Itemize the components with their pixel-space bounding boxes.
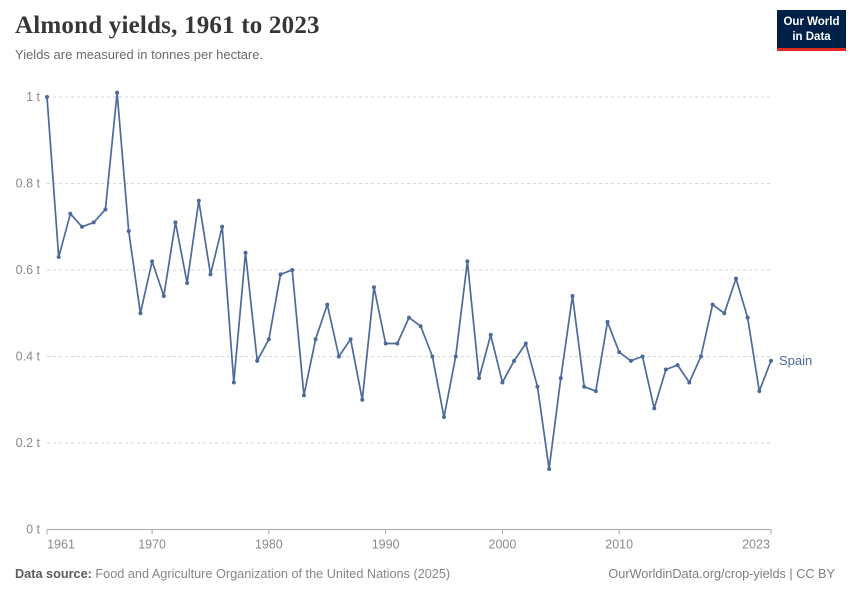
- owid-logo[interactable]: Our World in Data: [777, 10, 846, 52]
- x-axis: [46, 529, 772, 535]
- owid-logo-line1: Our World: [783, 16, 840, 28]
- svg-text:0 t: 0 t: [26, 523, 40, 537]
- svg-text:1980: 1980: [255, 538, 283, 552]
- chart-subtitle: Yields are measured in tonnes per hectar…: [15, 47, 264, 62]
- svg-text:0.2 t: 0.2 t: [16, 436, 41, 450]
- data-point-markers: [45, 90, 773, 471]
- svg-text:1970: 1970: [138, 538, 166, 552]
- svg-text:0.4 t: 0.4 t: [16, 350, 41, 364]
- svg-text:2000: 2000: [489, 538, 517, 552]
- line-series-spain: [46, 91, 772, 470]
- svg-text:2010: 2010: [605, 538, 633, 552]
- chart-header: Almond yields, 1961 to 2023 Yields are m…: [15, 12, 320, 62]
- svg-text:1 t: 1 t: [26, 90, 40, 104]
- page-title: Almond yields, 1961 to 2023: [15, 12, 320, 39]
- chart-footer: Data source: Food and Agriculture Organi…: [15, 567, 835, 581]
- svg-text:1961: 1961: [47, 538, 75, 552]
- owid-url-link[interactable]: OurWorldinData.org/crop-yields | CC BY: [608, 567, 835, 581]
- x-axis-labels: 1961 1970 1980 1990 2000 2010 2023: [47, 538, 770, 552]
- svg-text:0.8 t: 0.8 t: [16, 177, 41, 191]
- owid-logo-line2: in Data: [792, 30, 831, 43]
- y-axis-labels: 0 t 0.2 t 0.4 t 0.6 t 0.8 t 1 t: [16, 90, 41, 537]
- svg-text:2023: 2023: [742, 538, 770, 552]
- data-source: Data source: Food and Agriculture Organi…: [15, 567, 450, 581]
- data-source-text: Food and Agriculture Organization of the…: [91, 567, 451, 581]
- svg-text:1990: 1990: [372, 538, 400, 552]
- data-source-label: Data source:: [15, 567, 92, 581]
- entity-label: Spain: [779, 353, 812, 368]
- svg-text:0.6 t: 0.6 t: [16, 263, 41, 277]
